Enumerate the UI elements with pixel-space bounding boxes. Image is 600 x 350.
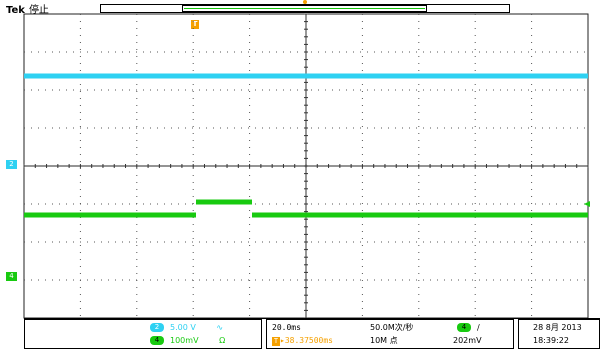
brand-name: Tek	[6, 5, 25, 16]
sample-rate: 50.0M次/秒	[370, 323, 414, 332]
run-state: 停止	[28, 5, 49, 16]
channel-panel: 2 5.00 V ∿ 4 100mV Ω	[24, 319, 262, 349]
channel-4-scale: 100mV	[170, 336, 199, 345]
trigger-position-row: T ▸38.37500ms	[272, 336, 333, 346]
date-label: 28 8月 2013	[533, 323, 582, 332]
timebase-panel[interactable]: 20.0ms T ▸38.37500ms 50.0M次/秒 10M 点 4 ∕ 20…	[266, 319, 514, 349]
record-window[interactable]	[182, 5, 427, 12]
channel-2-scale: 5.00 V	[170, 323, 196, 332]
datetime-panel: 28 8月 2013 18:39:22	[518, 319, 600, 349]
channel-4-marker[interactable]: 4	[6, 272, 17, 281]
trigger-position-icon: T	[272, 337, 280, 346]
channel-4-coupling-icon: Ω	[219, 336, 226, 345]
trigger-slope-icon: ∕	[477, 323, 480, 332]
brand-label: Tek 停止	[6, 1, 49, 16]
channel-2-scale-row[interactable]: 2 5.00 V ∿	[150, 323, 223, 333]
trigger-position-marker[interactable]: T	[191, 20, 199, 29]
trigger-source-badge: 4	[457, 323, 471, 332]
trigger-level-marker	[584, 201, 590, 207]
status-bar: 2 5.00 V ∿ 4 100mV Ω 20.0ms T ▸38.37500ms 5…	[24, 318, 600, 349]
channel-2-badge: 2	[150, 323, 164, 332]
horizontal-scale: 20.0ms	[272, 323, 301, 332]
channel-4-badge: 4	[150, 336, 164, 345]
record-bar	[100, 4, 510, 13]
record-trigger-pointer	[303, 0, 307, 4]
trigger-level: 202mV	[453, 336, 482, 345]
trigger-source-row: 4 ∕	[457, 323, 480, 333]
time-label: 18:39:22	[533, 336, 569, 345]
trigger-position: ▸38.37500ms	[280, 336, 333, 345]
channel-4-scale-row[interactable]: 4 100mV Ω	[150, 336, 225, 346]
channel-2-marker[interactable]: 2	[6, 160, 17, 169]
channel-2-coupling-icon: ∿	[216, 323, 224, 332]
record-length: 10M 点	[370, 336, 398, 345]
